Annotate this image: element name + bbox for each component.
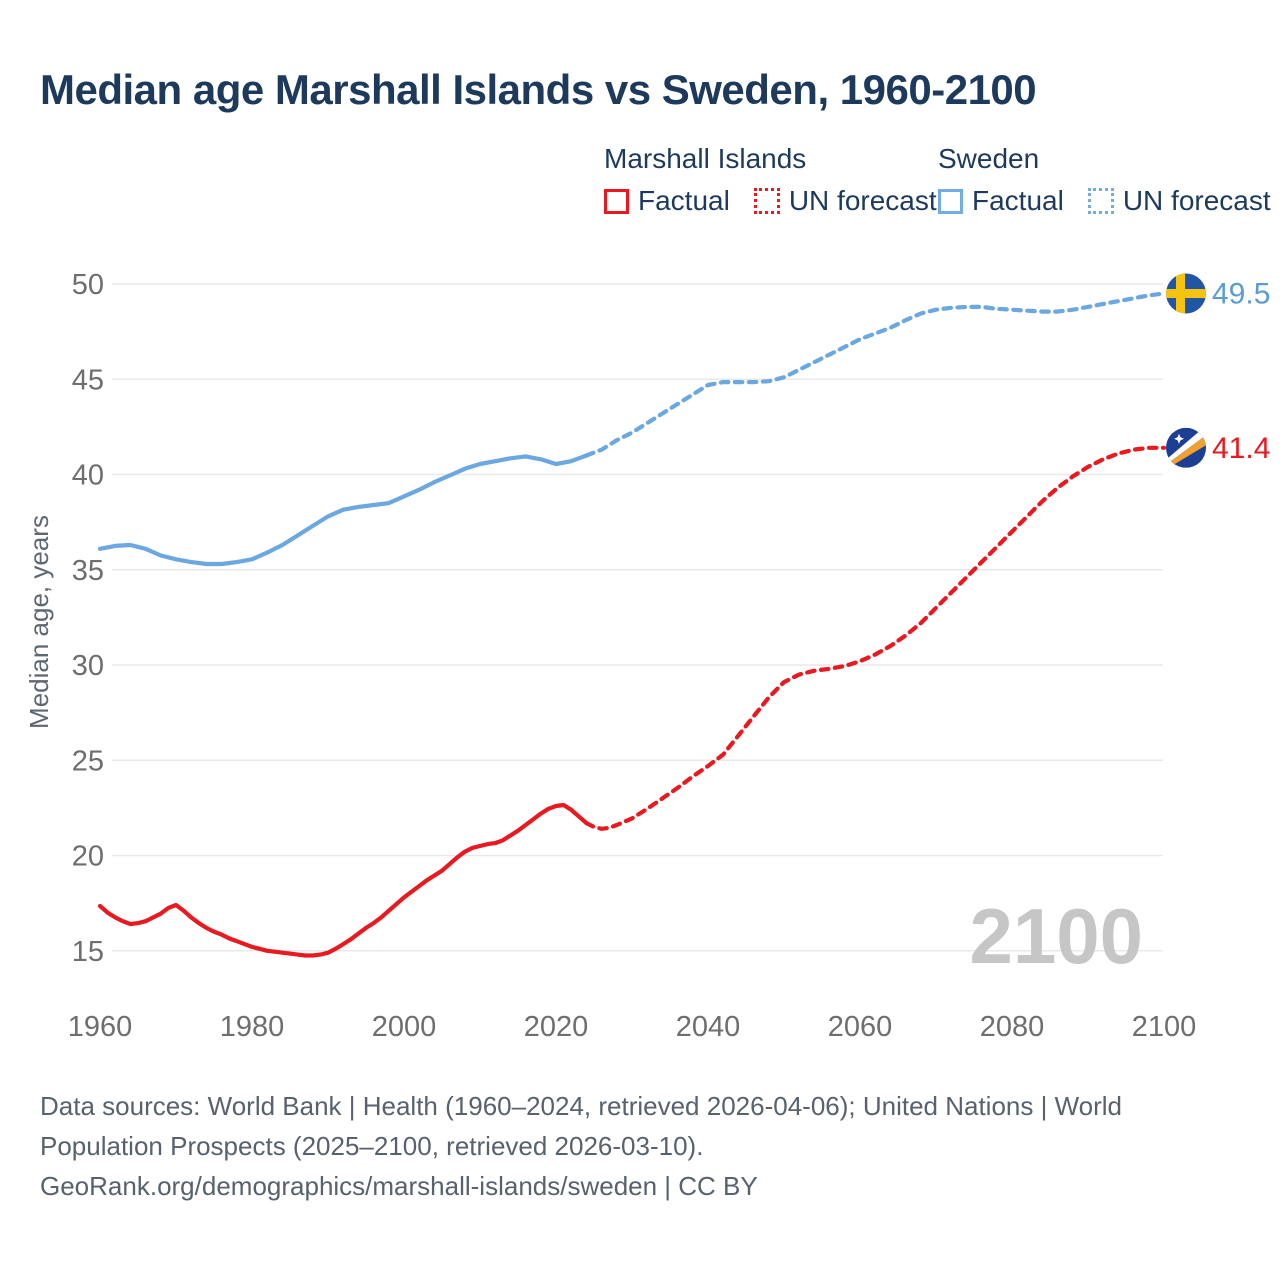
sweden-factual-line [97, 453, 589, 567]
y-axis-title: Median age, years [24, 515, 54, 729]
grid-layer [112, 283, 1163, 952]
footer-line: Population Prospects (2025–2100, retriev… [40, 1131, 704, 1161]
x-tick-label: 2060 [828, 1011, 893, 1043]
dashed-line-swatch-icon [753, 188, 780, 214]
marshall-islands-flag-icon [1166, 427, 1206, 468]
legend-group-label: Sweden [938, 143, 1040, 174]
x-tick-label: 2080 [980, 1011, 1045, 1043]
x-tick-label: 2000 [372, 1011, 437, 1043]
dashed-line-swatch-icon [1087, 188, 1114, 214]
legend-item-label: UN forecast [788, 185, 937, 216]
y-tick-label: 30 [72, 650, 104, 682]
footer: Data sources: World Bank | Health (1960–… [40, 1086, 1122, 1206]
page-title: Median age Marshall Islands vs Sweden, 1… [40, 66, 1037, 113]
watermark: 2100 [969, 892, 1143, 980]
footer-line: Data sources: World Bank | Health (1960–… [40, 1091, 1123, 1121]
x-tick-label: 2020 [524, 1011, 589, 1043]
y-tick-label: 20 [72, 841, 104, 873]
sweden-un-forecast-line [584, 291, 1167, 458]
x-tick-label: 2100 [1132, 1011, 1197, 1043]
solid-line-swatch-icon [938, 188, 963, 214]
end-label-sweden: 49.5 [1212, 278, 1270, 311]
legend-item-label: Factual [972, 185, 1064, 216]
x-tick-label: 2040 [676, 1011, 741, 1043]
y-tick-label: 40 [72, 460, 104, 492]
solid-line-swatch-icon [604, 188, 629, 214]
legend-item-label: Factual [638, 185, 730, 216]
y-tick-label: 15 [72, 936, 104, 968]
marshall-islands-factual-line [97, 802, 589, 958]
marshall-islands-un-forecast-line [584, 445, 1167, 831]
end-label-marshall-islands: 41.4 [1212, 432, 1270, 465]
series-layer [97, 291, 1167, 958]
x-tick-label: 1980 [220, 1011, 285, 1043]
y-tick-label: 25 [72, 745, 104, 777]
legend-item-label: UN forecast [1122, 185, 1271, 216]
legend-group-marshall-islands: Marshall Islands Factual UN forecast [604, 143, 961, 217]
legend-group-label: Marshall Islands [604, 143, 807, 174]
x-tick-label: 1960 [68, 1011, 133, 1043]
legend-row: Factual UN forecast [604, 185, 961, 217]
legend-group-sweden: Sweden Factual UN forecast [938, 143, 1280, 217]
legend-row: Factual UN forecast [938, 185, 1280, 217]
y-tick-label: 35 [72, 555, 104, 587]
axis-layer: 15 20 25 30 35 40 45 50 1960 1980 2000 2020 2040 2060… [68, 269, 1197, 1043]
y-tick-label: 45 [72, 364, 104, 396]
sweden-flag-icon [1166, 273, 1206, 314]
footer-line: GeoRank.org/demographics/marshall-island… [40, 1171, 758, 1201]
y-tick-label: 50 [72, 269, 104, 301]
